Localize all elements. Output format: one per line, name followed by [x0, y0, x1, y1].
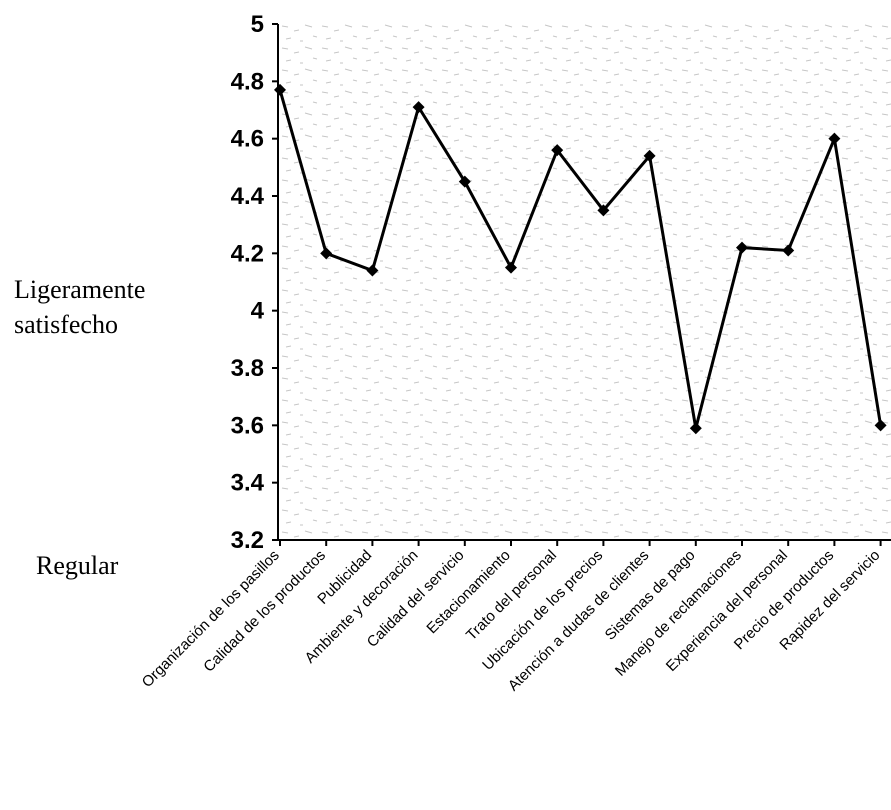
series-line: [278, 89, 883, 429]
data-point-5: [505, 261, 517, 274]
plot-background-texture: [278, 24, 891, 540]
y-tick-label: 3.8: [231, 355, 264, 382]
data-point-9: [689, 422, 702, 435]
y-tick-label: 4.4: [231, 183, 265, 210]
data-point-10: [736, 241, 748, 254]
y-tick-label: 3.4: [231, 470, 265, 497]
x-tick-label: Estacionamiento: [423, 547, 513, 637]
data-point-0: [274, 83, 286, 96]
y-tick-label: 3.6: [231, 412, 264, 439]
side-labels: Ligeramente satisfecho Regular: [14, 275, 145, 580]
y-tick-label: 4.6: [231, 126, 264, 153]
data-point-6: [551, 144, 564, 157]
data-point-12: [828, 132, 841, 145]
data-point-11: [782, 244, 795, 257]
data-point-4: [458, 175, 471, 188]
plot-area: [277, 24, 891, 541]
y-tick-label: 3.2: [231, 527, 264, 554]
y-tick-label: 4.2: [231, 240, 264, 267]
y-tick-label: 4: [251, 298, 265, 325]
data-point-1: [320, 247, 333, 260]
series-line-group: [274, 83, 887, 435]
data-point-8: [643, 149, 656, 162]
data-point-2: [366, 264, 379, 277]
data-point-3: [412, 101, 425, 114]
side-label-upper-2: satisfecho: [14, 310, 118, 339]
y-axis-ticks: 5 4.8 4.6 4.4 4.2 4 3.8 3.6 3.4 3.2: [231, 11, 278, 554]
y-tick-label: 5: [251, 11, 264, 38]
y-tick-label: 4.8: [231, 68, 264, 95]
data-point-13: [874, 419, 887, 432]
side-label-lower: Regular: [36, 551, 119, 580]
side-label-upper-1: Ligeramente: [14, 275, 145, 304]
data-point-7: [597, 204, 610, 217]
